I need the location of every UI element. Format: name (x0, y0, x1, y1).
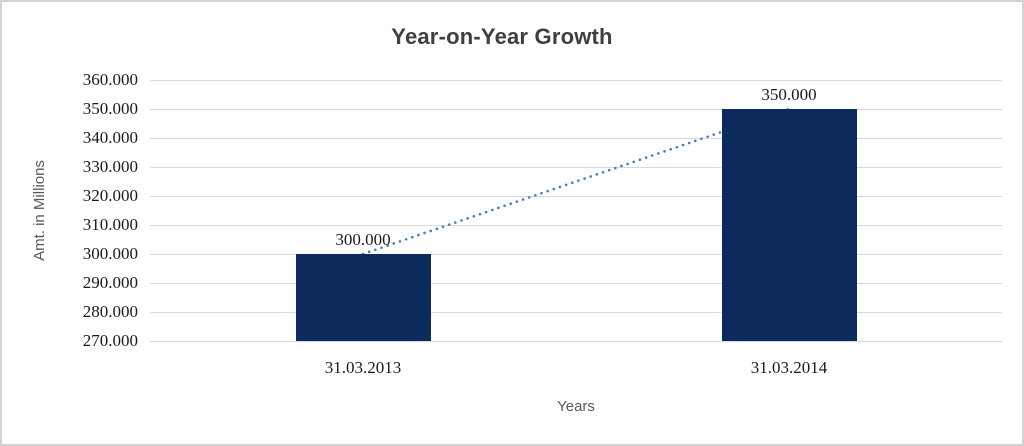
x-category-label: 31.03.2013 (324, 358, 402, 377)
y-tick-label: 290.000 (82, 273, 138, 292)
x-axis-title: Years (557, 398, 595, 415)
y-tick-label: 300.000 (82, 244, 138, 263)
gridline (150, 79, 1002, 81)
bar-data-label: 300.000 (335, 230, 391, 249)
gridline (150, 108, 1002, 110)
x-category-label: 31.03.2014 (750, 358, 828, 377)
gridline (150, 253, 1002, 255)
y-tick-label: 320.000 (82, 186, 138, 205)
bar-31.03.2013 (295, 254, 431, 341)
plot-area (150, 79, 1002, 342)
gridline (150, 224, 1002, 226)
chart-title: Year-on-Year Growth (391, 24, 613, 49)
y-tick-label: 360.000 (82, 70, 138, 89)
gridline (150, 166, 1002, 168)
y-tick-label: 330.000 (82, 157, 138, 176)
gridline (150, 195, 1002, 197)
gridline (150, 311, 1002, 313)
y-tick-label: 310.000 (82, 215, 138, 234)
gridline (150, 340, 1002, 342)
y-tick-label: 280.000 (82, 302, 138, 321)
bar-data-label: 350.000 (761, 85, 817, 104)
gridline (150, 282, 1002, 284)
y-tick-label: 270.000 (82, 331, 138, 350)
y-tick-label: 350.000 (82, 99, 138, 118)
y-tick-label: 340.000 (82, 128, 138, 147)
gridline (150, 137, 1002, 139)
bar-31.03.2014 (721, 109, 857, 341)
